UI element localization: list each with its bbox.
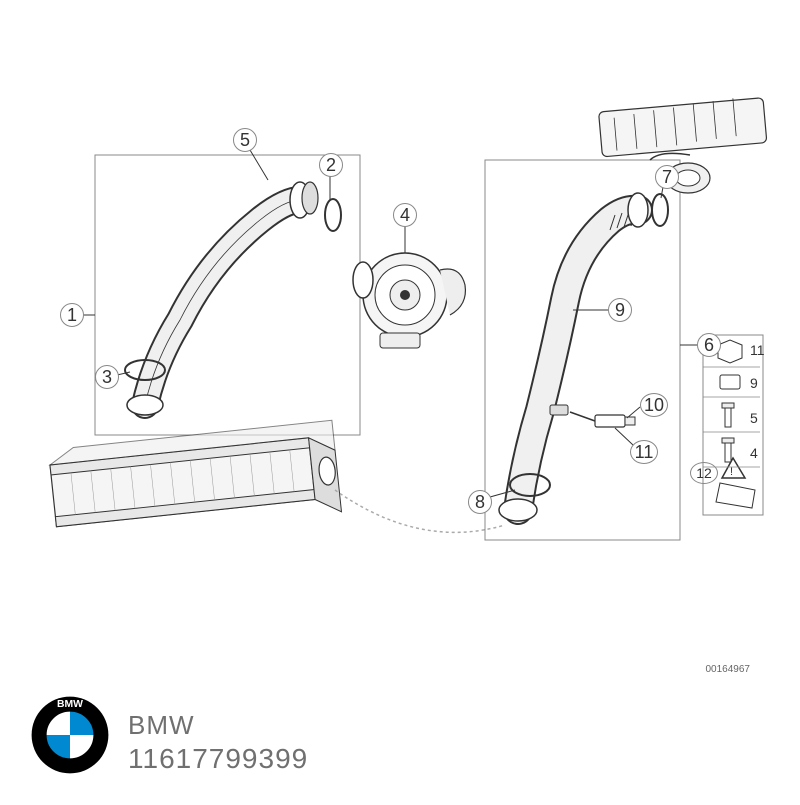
left-hose [127, 182, 318, 415]
oring-7 [652, 194, 668, 226]
svg-text:!: ! [730, 466, 733, 478]
diagram-container: ! 1 2 3 4 5 6 7 8 9 10 11 11 9 5 [0, 0, 800, 800]
diagram-svg: ! [0, 0, 800, 800]
intake-manifold [599, 98, 767, 193]
callout-2: 2 [319, 153, 343, 177]
intercooler [48, 420, 341, 541]
callout-10: 10 [640, 393, 668, 417]
brand-name: BMW [128, 710, 308, 741]
callout-3: 3 [95, 365, 119, 389]
leader-10 [627, 407, 640, 418]
callout-4: 4 [393, 203, 417, 227]
callout-9: 9 [608, 298, 632, 322]
leader-7 [661, 187, 663, 198]
part-text-block: BMW 11617799399 [128, 710, 308, 775]
callout-6: 6 [697, 333, 721, 357]
part-number: 11617799399 [128, 743, 308, 775]
legend-5: 5 [750, 410, 758, 426]
legend-4: 4 [750, 445, 758, 461]
callout-7: 7 [655, 165, 679, 189]
callout-11: 11 [630, 440, 658, 464]
bmw-logo-icon: BMW [30, 695, 110, 775]
oring-2 [325, 199, 341, 231]
callout-1: 1 [60, 303, 84, 327]
legend-11: 11 [750, 342, 765, 358]
sensor [570, 412, 635, 427]
leader-11 [615, 428, 633, 445]
callout-12: 12 [690, 462, 718, 484]
diagram-id: 00164967 [706, 664, 751, 675]
svg-text:BMW: BMW [57, 699, 83, 710]
callout-5: 5 [233, 128, 257, 152]
logo-area: BMW BMW 11617799399 [30, 695, 308, 775]
right-hose [499, 193, 648, 521]
turbocharger [353, 253, 465, 348]
callout-8: 8 [468, 490, 492, 514]
legend-9: 9 [750, 375, 758, 391]
